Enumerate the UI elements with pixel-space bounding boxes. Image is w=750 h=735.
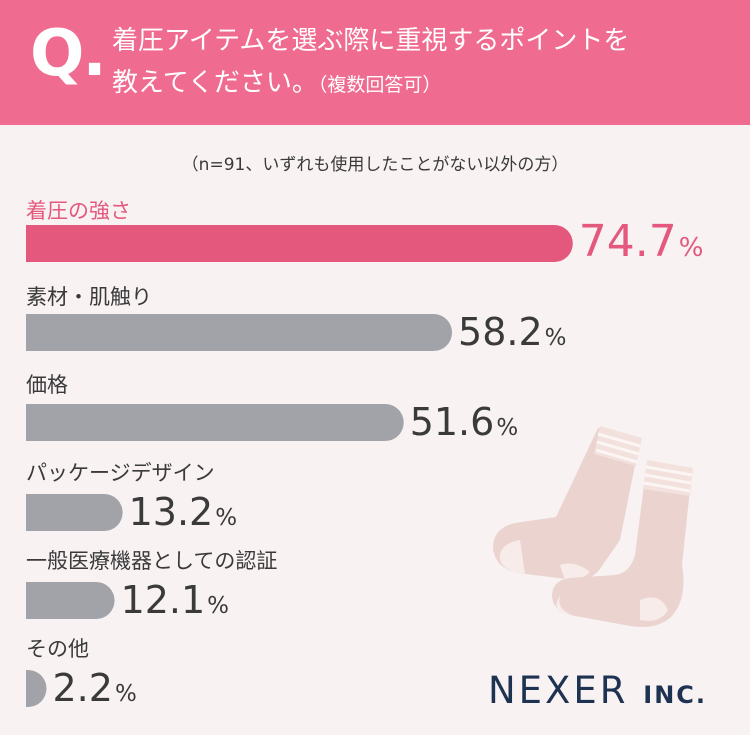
q-mark: Q. — [30, 17, 107, 91]
value-unit: % — [496, 415, 518, 441]
value-number: 51.6 — [410, 400, 495, 444]
bar — [26, 670, 47, 707]
question-header: Q. 着圧アイテムを選ぶ際に重視するポイントを 教えてください。（複数回答可） — [0, 0, 750, 125]
category-label: その他 — [26, 637, 89, 661]
question-line-2-main: 教えてください。 — [112, 68, 318, 98]
bar — [26, 225, 573, 262]
sock-front-heel — [640, 597, 668, 621]
question-line-1: 着圧アイテムを選ぶ際に重視するポイントを — [112, 26, 630, 56]
value-unit: % — [679, 233, 704, 263]
value-number: 2.2 — [53, 666, 113, 710]
value-unit: % — [207, 593, 229, 619]
nexer-logo: NEXER INC. — [488, 672, 707, 709]
sample-note: （n=91、いずれも使用したことがない以外の方） — [181, 155, 569, 175]
value-number: 13.2 — [129, 490, 214, 534]
sock-back — [493, 428, 640, 581]
value-label: 74.7% — [579, 216, 704, 267]
bar — [26, 404, 404, 441]
sock-front — [552, 462, 692, 627]
bar — [26, 494, 123, 531]
bar — [26, 582, 115, 619]
category-label: 着圧の強さ — [26, 199, 131, 223]
value-number: 74.7 — [579, 216, 677, 267]
value-label: 58.2% — [458, 310, 566, 354]
sock-back-toe — [499, 540, 525, 574]
value-label: 2.2% — [53, 666, 137, 710]
value-unit: % — [115, 681, 137, 707]
category-label: 一般医療機器としての認証 — [26, 549, 277, 573]
sock-front-toe — [556, 596, 575, 616]
sock-back-heel — [560, 563, 590, 581]
value-unit: % — [545, 325, 567, 351]
value-number: 58.2 — [458, 310, 543, 354]
socks-illustration — [493, 426, 693, 627]
value-number: 12.1 — [121, 578, 206, 622]
question-line-2-sub: （複数回答可） — [317, 74, 442, 96]
category-label: 価格 — [26, 373, 68, 397]
question-line-2: 教えてください。（複数回答可） — [112, 70, 441, 96]
value-unit: % — [215, 505, 237, 531]
bar — [26, 314, 453, 351]
category-label: パッケージデザイン — [26, 461, 215, 485]
value-label: 13.2% — [129, 490, 237, 534]
value-label: 51.6% — [410, 400, 518, 444]
value-label: 12.1% — [121, 578, 229, 622]
category-label: 素材・肌触り — [26, 285, 152, 309]
logo-inc: INC. — [643, 681, 708, 709]
logo-main: NEXER — [488, 669, 629, 712]
